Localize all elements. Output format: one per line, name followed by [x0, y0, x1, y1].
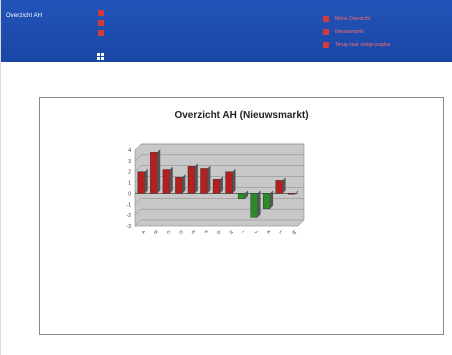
bar [187, 166, 196, 194]
header-link-2[interactable]: Nieuwsmarkt [323, 27, 443, 37]
left-red-markers [98, 10, 104, 36]
gridline-side [134, 219, 142, 227]
bar-side [182, 174, 186, 194]
header-link-label: Menu Overzicht [335, 16, 371, 22]
x-tick-label: A [141, 229, 147, 235]
bar-side [207, 165, 211, 194]
header-link-label: Nieuwsmarkt [335, 29, 364, 35]
gridline-side [134, 208, 142, 216]
bar [150, 151, 158, 194]
bar-side [194, 163, 198, 194]
bar [250, 193, 258, 218]
header-bar: Overzicht AH Menu Overzicht Nieuwsmarkt … [1, 0, 452, 62]
grid-cell [101, 57, 104, 60]
bar-side [295, 190, 299, 195]
x-tick-label: L [278, 229, 284, 235]
y-tick-label: 2 [128, 170, 131, 176]
marker-1 [98, 10, 104, 16]
window-title: Overzicht AH [6, 13, 43, 19]
grid-cell [101, 53, 104, 56]
chart-container: Overzicht AH (Nieuwsmarkt) -3 -2 -1 0 1 2 3 4 A B… [39, 97, 444, 335]
x-tick-label: J [253, 229, 258, 234]
bar [162, 169, 170, 194]
bar-side [257, 190, 261, 218]
header-link-label: Terug naar vorige pagina [335, 42, 391, 48]
bar-side [157, 149, 161, 194]
bar [175, 176, 183, 194]
x-tick-label: I [241, 229, 246, 233]
bar-side [270, 190, 274, 209]
y-tick-label: -2 [127, 213, 132, 219]
link-bullet-icon [323, 29, 329, 35]
bar [263, 193, 271, 209]
bar-chart: -3 -2 -1 0 1 2 3 4 A B C D E F G H I J K L M [127, 143, 305, 236]
chart-title: Overzicht AH (Nieuwsmarkt) [174, 110, 309, 121]
bar [225, 171, 233, 194]
header-link-3[interactable]: Terug naar vorige pagina [323, 40, 443, 50]
y-tick-label: 3 [128, 159, 131, 165]
y-tick-label: 4 [128, 148, 131, 154]
marker-2 [98, 20, 104, 26]
header-link-1[interactable]: Menu Overzicht [323, 14, 443, 24]
grid-icon[interactable] [97, 53, 104, 60]
gridline-side [134, 143, 142, 151]
bar [137, 171, 145, 194]
gridline-side [134, 154, 142, 162]
marker-3 [98, 30, 104, 36]
x-tick-label: K [266, 229, 272, 235]
x-tick-label: E [191, 229, 197, 235]
grid-cell [97, 57, 100, 60]
y-tick-label: 1 [128, 181, 131, 187]
gridline-side [134, 165, 142, 172]
gridline-side [134, 198, 142, 205]
x-tick-label: D [178, 229, 184, 235]
bar-side [282, 177, 286, 194]
bar [275, 180, 283, 194]
bar-side [169, 166, 173, 194]
bar-side [245, 190, 249, 199]
y-tick-label: 0 [128, 191, 131, 197]
grid-cell [97, 53, 100, 56]
x-tick-label: B [153, 229, 159, 235]
bar [237, 193, 246, 200]
bar-side [144, 168, 148, 194]
x-tick-label: M [291, 229, 297, 235]
link-bullet-icon [323, 42, 329, 48]
bar-side [232, 168, 236, 194]
x-tick-label: C [166, 229, 172, 235]
x-tick-label: F [203, 229, 209, 235]
bar [212, 179, 221, 194]
y-tick-label: -3 [127, 224, 132, 230]
header-links: Menu Overzicht Nieuwsmarkt Terug naar vo… [323, 14, 443, 53]
bar [288, 193, 296, 195]
x-tick-label: H [228, 229, 234, 235]
link-bullet-icon [323, 16, 329, 22]
bar-side [219, 176, 223, 194]
y-tick-label: -1 [127, 202, 132, 208]
bar [200, 168, 208, 194]
x-tick-label: G [216, 229, 222, 235]
